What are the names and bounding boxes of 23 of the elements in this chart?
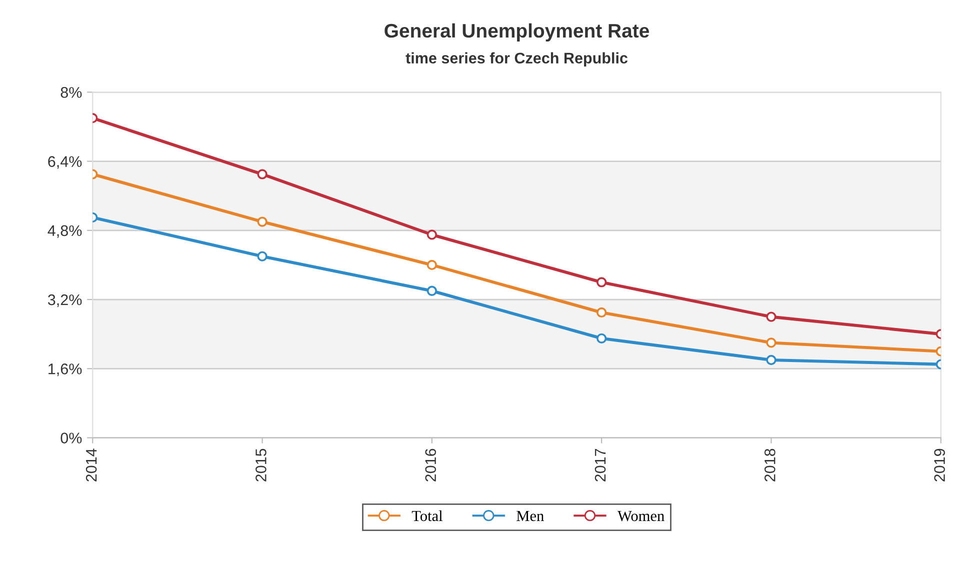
legend-label: Men: [516, 510, 544, 522]
y-tick-label: 4,8%: [48, 225, 82, 238]
x-tick-label: 2019: [934, 448, 945, 482]
point: [596, 277, 607, 288]
point: [426, 260, 437, 270]
x-tick-label: 2017: [594, 448, 606, 482]
point: [596, 307, 607, 318]
chart-subtitle: time series for Czech Republic: [406, 52, 628, 67]
y-tick-label: 3,2%: [48, 294, 82, 308]
y-tick-label: 1,6%: [48, 364, 82, 376]
point: [426, 286, 437, 296]
chart-title: General Unemployment Rate: [384, 23, 649, 42]
point: [426, 230, 437, 240]
legend-label: Women: [618, 510, 664, 522]
x-tick-label: 2016: [425, 448, 436, 482]
x-tick-label: 2014: [86, 448, 97, 482]
y-tick-label: 0%: [60, 432, 82, 444]
point: [596, 333, 607, 344]
y-tick-label: 6,4%: [48, 156, 82, 169]
legend-label: Total: [412, 510, 443, 522]
y-tick-label: 8%: [60, 87, 82, 98]
x-tick-label: 2018: [764, 448, 776, 482]
x-tick-label: 2015: [256, 448, 266, 482]
